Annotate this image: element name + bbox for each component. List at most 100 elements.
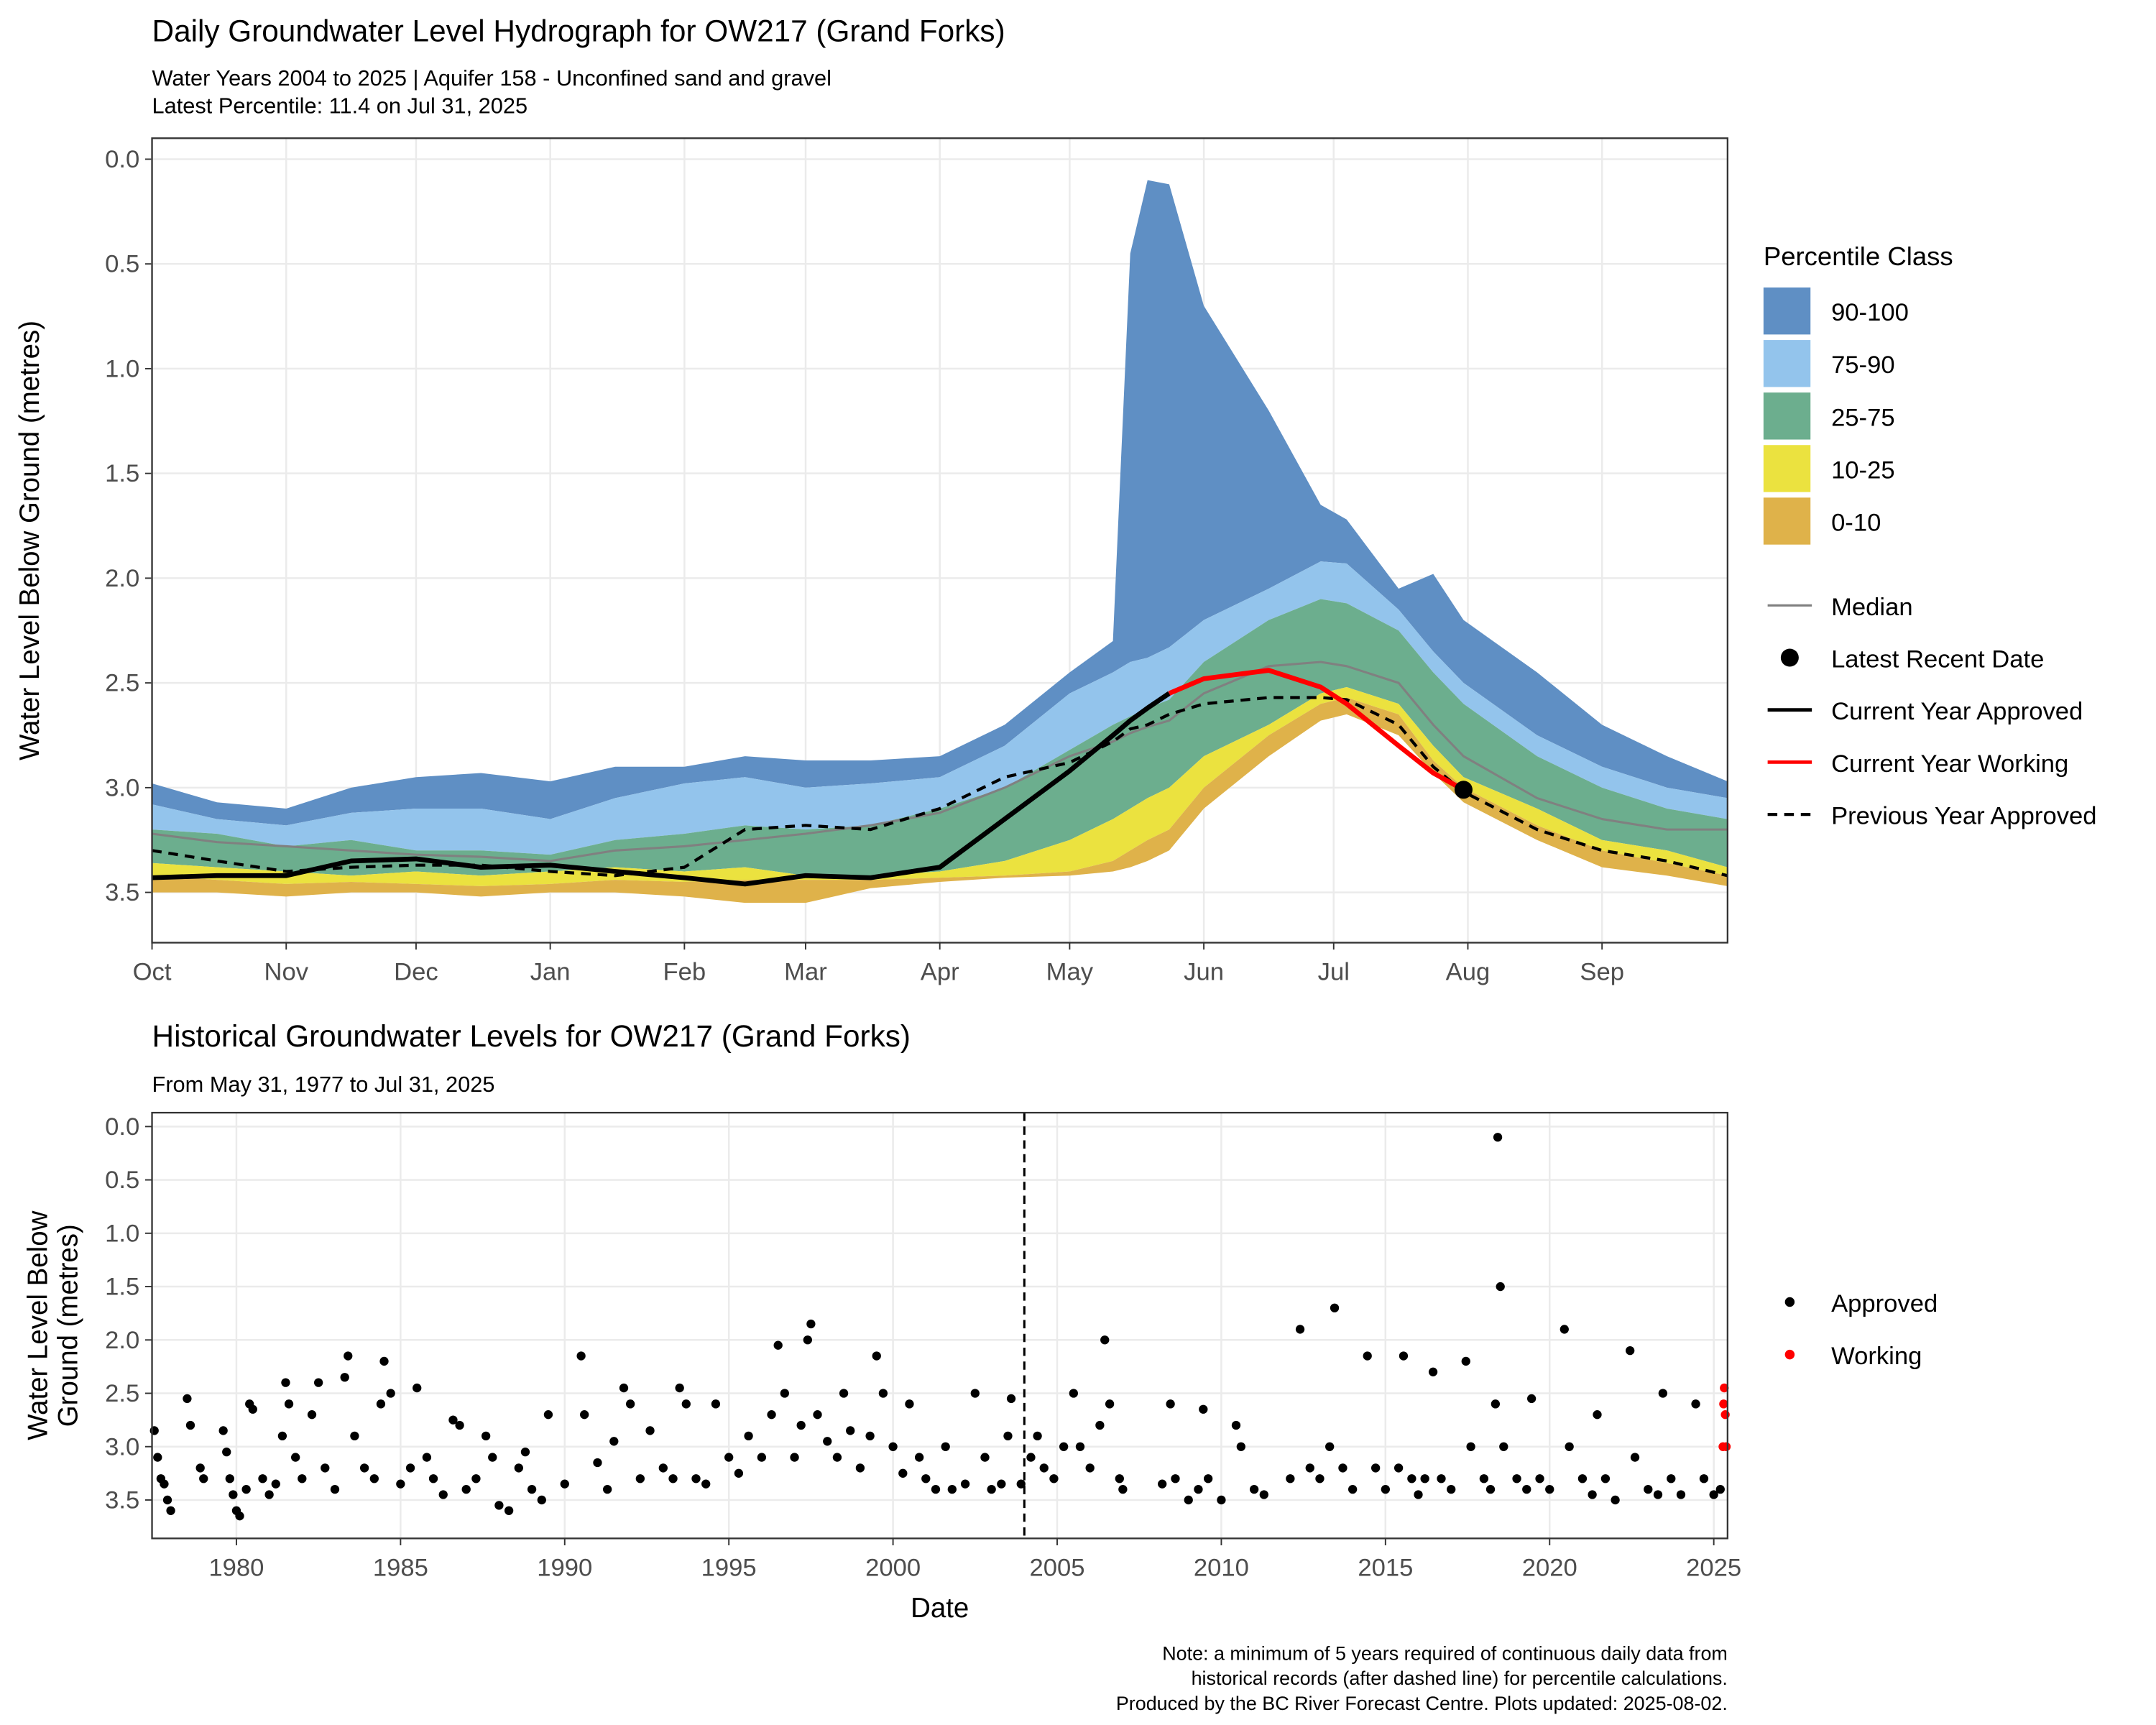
point: [796, 1420, 806, 1430]
point: [619, 1383, 629, 1393]
point: [1437, 1474, 1446, 1484]
point: [229, 1490, 238, 1499]
chart-subtitle: Latest Percentile: 11.4 on Jul 31, 2025: [152, 93, 528, 119]
point: [1719, 1399, 1728, 1409]
point: [734, 1468, 744, 1478]
point: [1305, 1463, 1314, 1473]
point: [438, 1490, 448, 1499]
legend-label: 25-75: [1831, 404, 1895, 431]
point: [514, 1463, 523, 1473]
point: [1653, 1490, 1663, 1499]
point: [1526, 1394, 1537, 1404]
point: [1059, 1442, 1069, 1451]
point: [681, 1399, 691, 1409]
point: [1493, 1133, 1503, 1142]
point: [987, 1484, 996, 1494]
point: [1407, 1474, 1416, 1484]
point: [1003, 1431, 1013, 1441]
x-tick-label: 1985: [373, 1554, 428, 1581]
point: [241, 1484, 251, 1494]
point: [1259, 1490, 1268, 1499]
point: [1381, 1484, 1390, 1494]
point: [1033, 1431, 1042, 1441]
point: [1479, 1474, 1489, 1484]
point: [1721, 1442, 1731, 1451]
x-tick-label: Mar: [784, 958, 827, 985]
point: [428, 1474, 438, 1484]
point: [813, 1410, 822, 1420]
point: [298, 1474, 307, 1484]
legend-label: Latest Recent Date: [1831, 645, 2044, 673]
legend-label: 0-10: [1831, 509, 1881, 536]
point: [258, 1474, 267, 1484]
point: [1626, 1346, 1635, 1356]
point: [376, 1399, 386, 1409]
y-tick-label: 2.0: [105, 565, 139, 592]
latest-point: [1454, 781, 1473, 799]
x-tick-label: 2015: [1358, 1554, 1413, 1581]
percentile-band: [152, 561, 1728, 855]
point: [1593, 1410, 1602, 1420]
x-tick-label: Jul: [1318, 958, 1350, 985]
plot-border: [151, 1111, 1728, 1540]
point: [1499, 1442, 1508, 1451]
point: [543, 1410, 553, 1420]
x-tick-label: 2025: [1686, 1554, 1741, 1581]
point: [1236, 1442, 1245, 1451]
y-tick-label: 2.5: [105, 670, 139, 697]
note: Produced by the BC River Forecast Centre…: [1116, 1693, 1728, 1714]
point: [947, 1484, 957, 1494]
point: [865, 1431, 875, 1441]
plot-panel: [152, 1113, 1728, 1539]
point: [1231, 1420, 1241, 1430]
point: [481, 1431, 491, 1441]
point: [970, 1389, 980, 1398]
point: [1203, 1474, 1213, 1484]
point: [1158, 1479, 1167, 1489]
point: [344, 1351, 353, 1361]
x-tick-label: 2020: [1522, 1554, 1577, 1581]
point: [1184, 1495, 1193, 1505]
legend-label: Approved: [1831, 1290, 1938, 1317]
legend-swatch: [1763, 392, 1811, 440]
point: [576, 1351, 586, 1361]
legend-key: [1784, 1349, 1795, 1360]
point: [527, 1484, 537, 1494]
point: [773, 1340, 783, 1350]
point: [1295, 1325, 1305, 1334]
y-tick-label: 2.5: [105, 1380, 139, 1407]
point: [931, 1484, 941, 1494]
x-tick-label: Nov: [264, 958, 308, 985]
y-tick-label: 0.5: [105, 251, 139, 278]
point: [1658, 1389, 1668, 1398]
x-tick-label: Dec: [394, 958, 438, 985]
point: [1006, 1394, 1016, 1404]
y-tick-label: 0.0: [105, 146, 139, 173]
point: [1399, 1351, 1409, 1361]
point: [593, 1458, 602, 1468]
point: [941, 1442, 950, 1451]
point: [386, 1389, 395, 1398]
x-tick-label: 2010: [1194, 1554, 1249, 1581]
point: [691, 1474, 701, 1484]
point: [1630, 1453, 1640, 1462]
point: [1217, 1495, 1226, 1505]
legend-label: Median: [1831, 594, 1913, 621]
point: [1461, 1356, 1470, 1366]
y-tick-label: 2.0: [105, 1327, 139, 1354]
x-tick-label: 2000: [865, 1554, 921, 1581]
point: [413, 1383, 422, 1393]
point: [898, 1468, 908, 1478]
point: [872, 1351, 881, 1361]
line: [1168, 668, 1465, 792]
point: [162, 1495, 172, 1505]
point: [291, 1453, 300, 1462]
point: [281, 1378, 290, 1387]
legend-swatch: [1763, 445, 1811, 492]
point: [1644, 1484, 1653, 1494]
legend-label: 10-25: [1831, 456, 1895, 484]
point: [461, 1484, 471, 1494]
point: [757, 1453, 767, 1462]
point: [1363, 1351, 1372, 1361]
point: [520, 1447, 530, 1457]
